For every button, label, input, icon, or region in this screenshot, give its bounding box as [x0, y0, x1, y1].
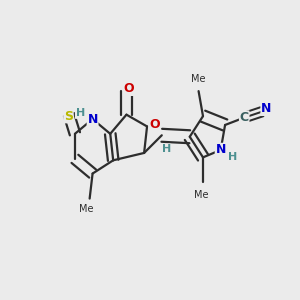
Text: C: C: [240, 111, 249, 124]
Text: O: O: [124, 82, 134, 95]
Text: N: N: [261, 102, 272, 115]
Text: Me: Me: [194, 190, 209, 200]
Text: H: H: [228, 152, 237, 162]
Text: Me: Me: [191, 74, 206, 84]
Text: H: H: [76, 108, 85, 118]
Text: Me: Me: [80, 204, 94, 214]
Text: N: N: [87, 112, 98, 126]
Text: O: O: [149, 118, 160, 131]
Text: S: S: [64, 110, 73, 123]
Text: H: H: [162, 144, 171, 154]
Text: N: N: [215, 143, 226, 157]
